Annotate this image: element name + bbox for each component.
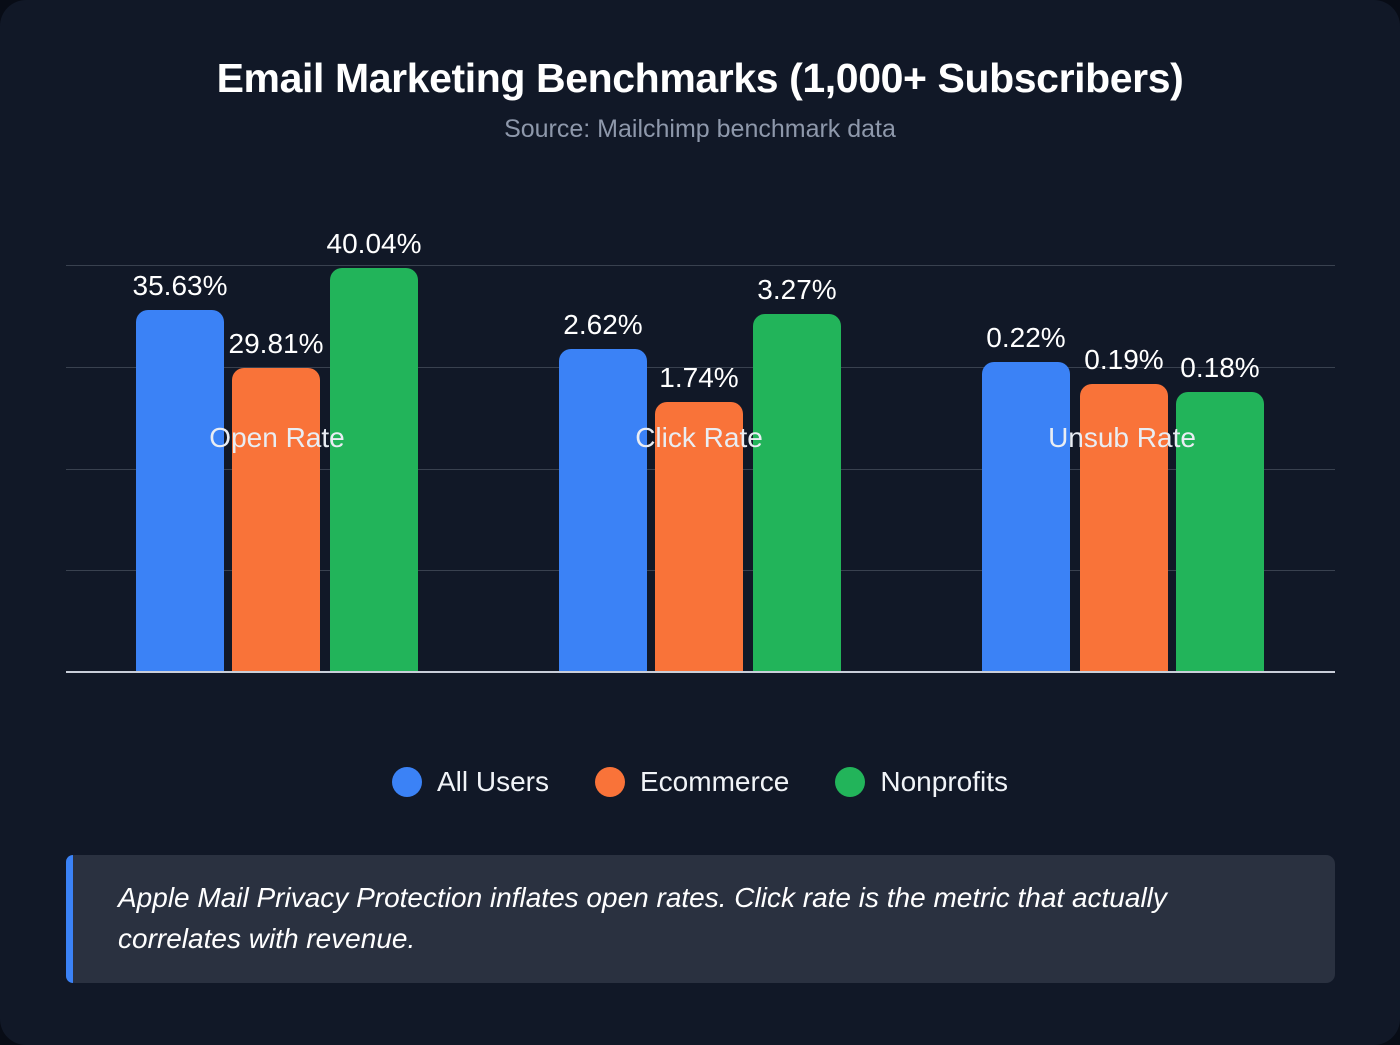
callout-box: Apple Mail Privacy Protection inflates o… xyxy=(66,855,1335,983)
bar-value-label: 0.19% xyxy=(1084,344,1164,375)
bar[interactable] xyxy=(655,402,743,672)
legend-label: Ecommerce xyxy=(640,766,790,797)
bar-column[interactable]: 1.74% xyxy=(655,364,743,672)
bar[interactable] xyxy=(753,314,841,672)
legend-label: All Users xyxy=(436,766,549,797)
x-axis-line xyxy=(66,671,1335,673)
legend-swatch-icon xyxy=(595,767,625,797)
legend-label: Nonprofits xyxy=(880,766,1008,797)
bar-value-label: 1.74% xyxy=(659,362,739,393)
chart-header: Email Marketing Benchmarks (1,000+ Subsc… xyxy=(0,55,1400,144)
chart-plot-area: 35.63% 29.81% 40.04% 2.62% 1.74% 3.27% 0.22% 0.… xyxy=(66,230,1335,673)
legend-swatch-icon xyxy=(835,767,866,797)
bar-column[interactable]: 3.27% xyxy=(753,276,841,672)
legend-item[interactable]: Ecommerce xyxy=(595,766,789,798)
bar-value-label: 29.81% xyxy=(228,328,324,359)
bar-column[interactable]: 35.63% xyxy=(133,272,227,672)
bar[interactable] xyxy=(559,349,647,672)
bar-column[interactable]: 0.18% xyxy=(1176,354,1264,672)
bar-column[interactable]: 40.04% xyxy=(327,230,421,672)
bar-column[interactable]: 2.62% xyxy=(559,311,647,672)
bar-column[interactable]: 0.22% xyxy=(982,324,1070,672)
chart-subtitle: Source: Mailchimp benchmark data xyxy=(504,114,896,143)
callout-accent-bar xyxy=(66,855,73,983)
legend-item[interactable]: All Users xyxy=(391,766,549,798)
bar-value-label: 2.62% xyxy=(563,309,643,340)
bar[interactable] xyxy=(232,368,320,672)
gridline xyxy=(66,265,1335,266)
bar[interactable] xyxy=(1176,392,1264,672)
legend-swatch-icon xyxy=(391,767,422,797)
bar[interactable] xyxy=(1080,384,1168,672)
bar[interactable] xyxy=(330,268,418,672)
bar-column[interactable]: 29.81% xyxy=(229,330,323,672)
bar[interactable] xyxy=(136,310,224,672)
page-title: Email Marketing Benchmarks (1,000+ Subsc… xyxy=(216,55,1184,101)
x-axis-category-label: Click Rate xyxy=(635,422,763,453)
bar-value-label: 40.04% xyxy=(326,228,422,259)
bar-value-label: 3.27% xyxy=(757,274,837,305)
bar-column[interactable]: 0.19% xyxy=(1080,346,1168,672)
x-axis-category-label: Open Rate xyxy=(209,422,345,453)
gridline xyxy=(66,367,1335,368)
bar[interactable] xyxy=(982,362,1070,672)
callout-text: Apple Mail Privacy Protection inflates o… xyxy=(118,882,1167,954)
legend-item[interactable]: Nonprofits xyxy=(835,766,1008,798)
bar-value-label: 0.22% xyxy=(986,322,1066,353)
bar-value-label: 0.18% xyxy=(1180,352,1260,383)
x-axis-category-label: Unsub Rate xyxy=(1048,422,1196,453)
chart-legend: All Users Ecommerce Nonprofits xyxy=(0,766,1400,798)
bar-value-label: 35.63% xyxy=(132,270,228,301)
